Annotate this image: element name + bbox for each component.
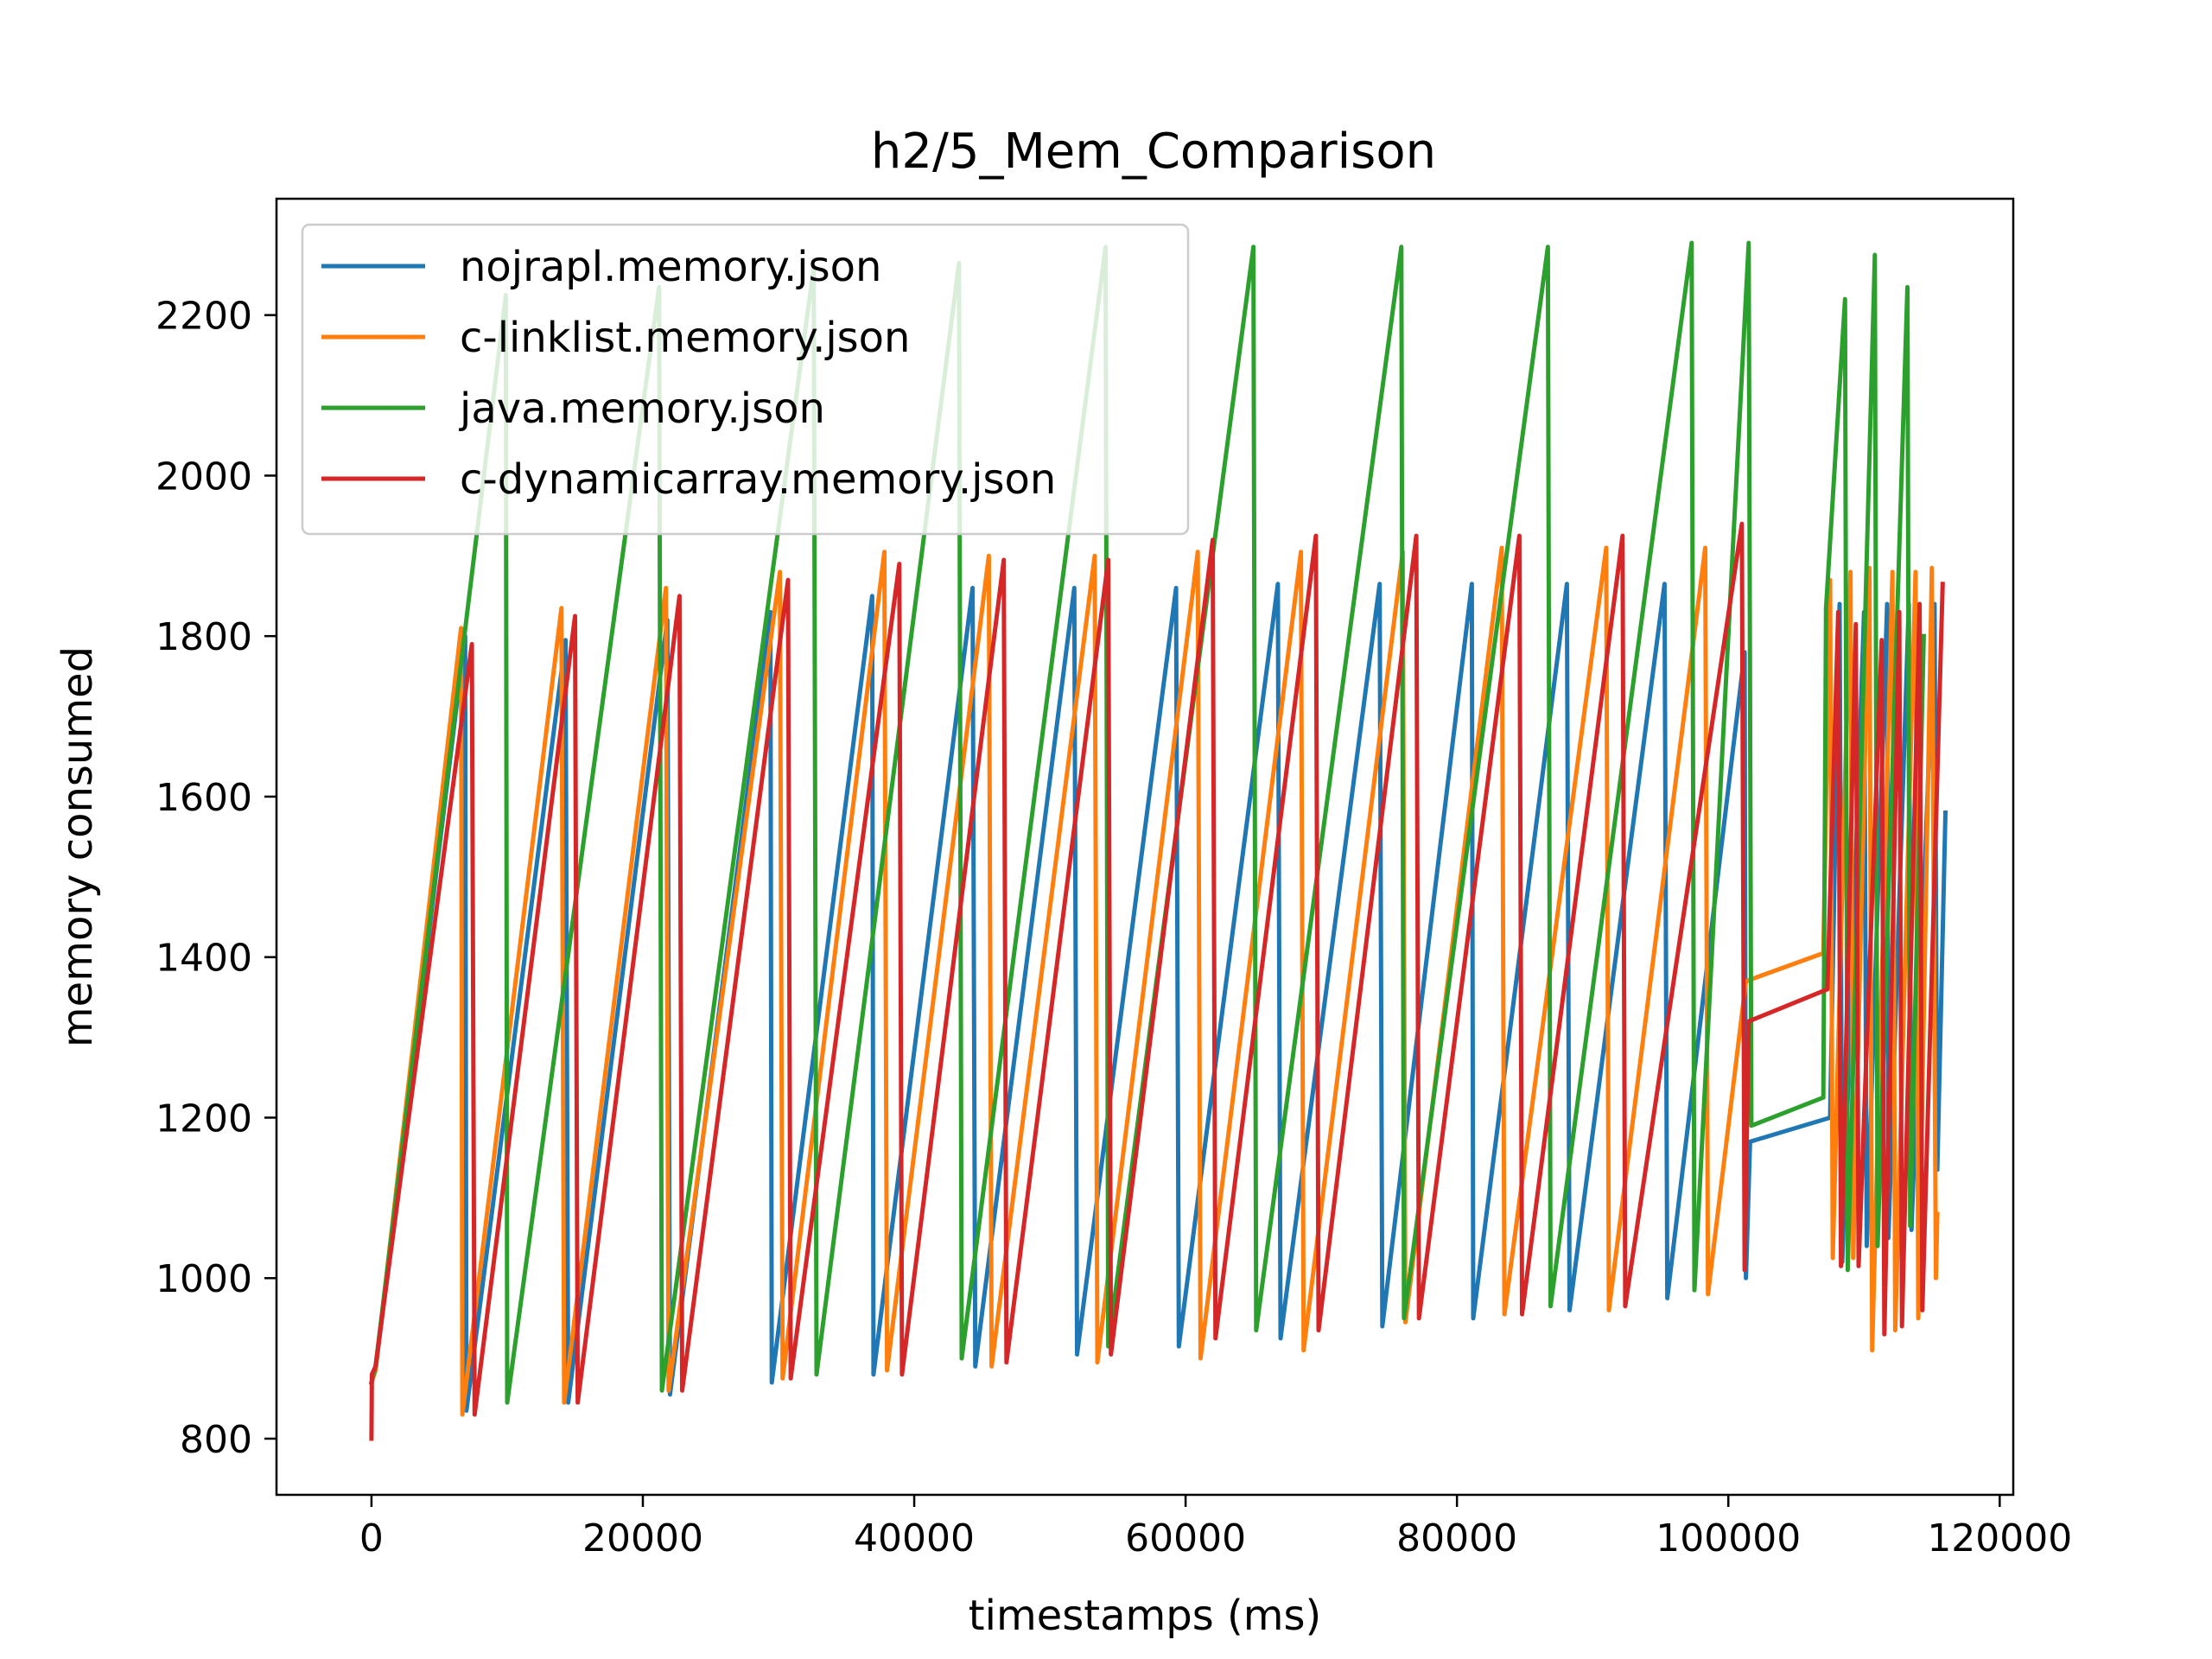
x-tick-label: 40000 <box>854 1516 975 1560</box>
y-tick-label: 2200 <box>156 295 252 339</box>
legend-label: nojrapl.memory.json <box>460 243 881 291</box>
y-tick-label: 1600 <box>156 776 252 820</box>
x-tick-label: 20000 <box>582 1516 703 1560</box>
legend: nojrapl.memory.json c-linklist.memory.jso… <box>301 223 1190 536</box>
x-tick-label: 120000 <box>1927 1516 2072 1560</box>
y-axis-label: memory consumed <box>54 646 102 1047</box>
chart-title: h2/5_Mem_Comparison <box>871 124 1436 180</box>
series-line-2 <box>368 240 1926 1405</box>
y-tick-label: 800 <box>180 1418 252 1462</box>
y-tick-label: 1000 <box>156 1257 252 1301</box>
legend-label: java.memory.json <box>459 385 825 433</box>
series-line-0 <box>368 582 1948 1413</box>
y-tick-label: 1400 <box>156 937 252 981</box>
x-tick-label: 0 <box>359 1516 384 1560</box>
x-axis: 0 20000 40000 60000 80000 100000 120000 <box>359 1495 2072 1560</box>
x-axis-label: timestamps (ms) <box>969 1592 1321 1640</box>
legend-box <box>301 223 1190 536</box>
legend-label: c-linklist.memory.json <box>460 314 910 362</box>
x-tick-label: 80000 <box>1396 1516 1517 1560</box>
series-layer <box>368 240 1948 1441</box>
y-tick-label: 2000 <box>156 454 252 499</box>
series-line-3 <box>369 521 1945 1441</box>
series-line-1 <box>368 545 1940 1417</box>
plot-frame <box>275 197 2015 1497</box>
legend-label: c-dynamicarray.memory.json <box>460 455 1056 504</box>
y-tick-label: 1800 <box>156 615 252 659</box>
x-tick-label: 60000 <box>1125 1516 1246 1560</box>
y-tick-label: 1200 <box>156 1096 252 1141</box>
y-axis: 800 1000 1200 1400 1600 1800 2000 2200 <box>156 295 276 1462</box>
x-tick-label: 100000 <box>1656 1516 1801 1560</box>
